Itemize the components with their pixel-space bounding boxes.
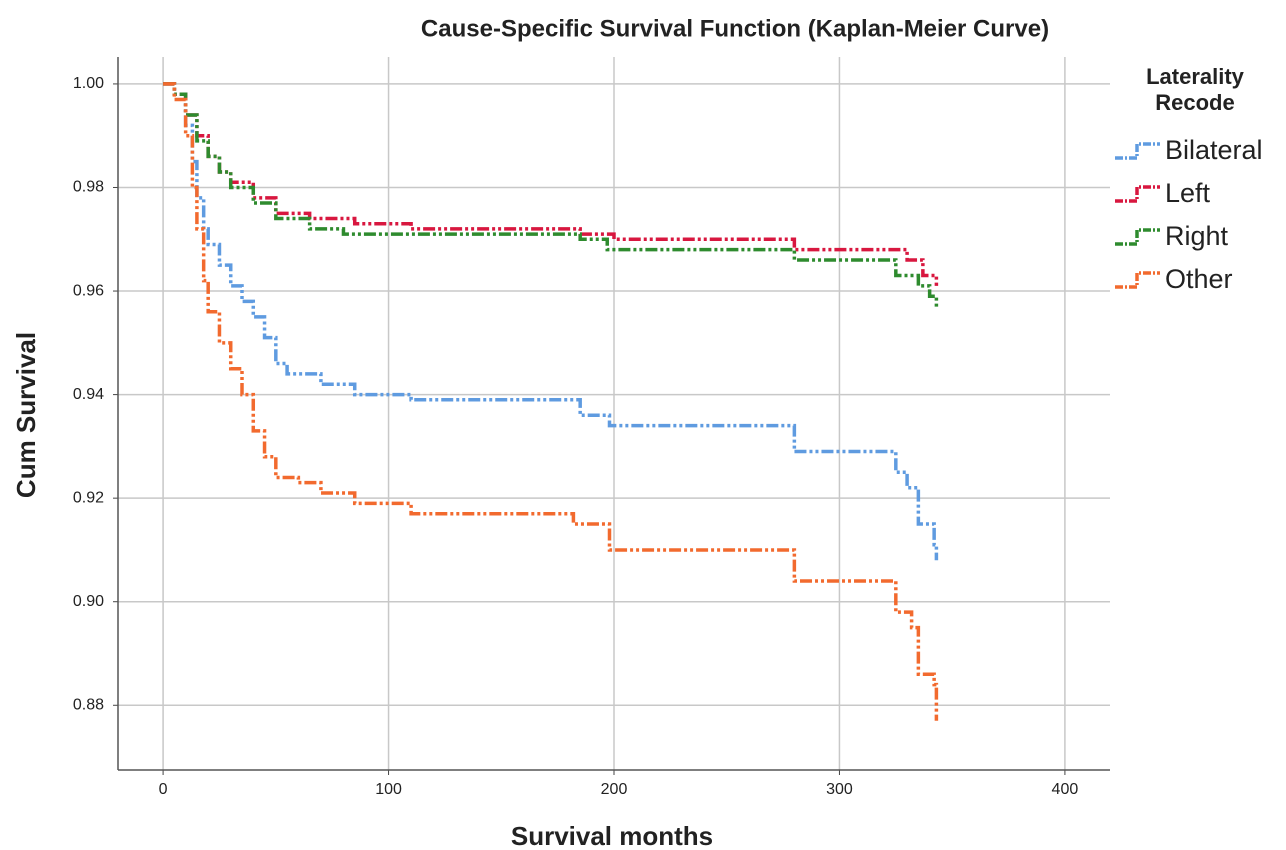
y-axis-title: Cum Survival [11,332,41,498]
x-tick-label: 300 [826,781,853,798]
legend-title: Laterality [1146,64,1245,89]
y-tick-label: 0.92 [73,489,104,506]
chart-title: Cause-Specific Survival Function (Kaplan… [421,15,1049,42]
survival-curve [163,82,939,561]
y-tick-label: 1.00 [73,75,104,92]
survival-curve [163,82,939,721]
x-tick-label: 200 [601,781,628,798]
legend-label: Right [1165,221,1229,251]
legend-label: Left [1165,178,1211,208]
x-tick-label: 400 [1052,781,1079,798]
legend-symbol [1115,142,1160,160]
y-tick-label: 0.94 [73,386,104,403]
legend-title: Recode [1155,90,1234,115]
x-axis-title: Survival months [511,821,713,850]
legend-label: Other [1165,264,1233,294]
survival-curve [163,82,939,307]
legend-symbol [1115,185,1160,203]
y-tick-label: 0.88 [73,696,104,713]
legend-symbol [1115,271,1160,289]
x-tick-label: 100 [375,781,402,798]
legend-label: Bilateral [1165,135,1263,165]
y-tick-label: 0.96 [73,282,104,299]
survival-curve [163,82,939,286]
x-tick-label: 0 [159,781,168,798]
legend-symbol [1115,228,1160,246]
y-tick-label: 0.98 [73,179,104,196]
y-tick-label: 0.90 [73,593,104,610]
